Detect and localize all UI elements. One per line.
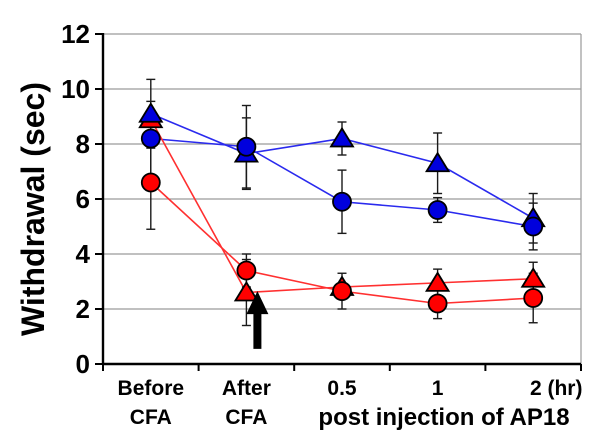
y-tick-label: 8 xyxy=(76,129,90,159)
x-axis-label: CFA xyxy=(130,406,172,429)
y-tick-label: 10 xyxy=(61,74,90,104)
x-axis-label: 2 (hr) xyxy=(530,377,583,400)
x-axis-caption: post injection of AP18 xyxy=(318,404,569,431)
data-point-red-circle xyxy=(140,172,161,193)
y-tick-label: 0 xyxy=(76,349,90,379)
data-point-red-circle xyxy=(236,260,257,281)
data-point-red-circle xyxy=(427,293,448,314)
injection-arrow xyxy=(246,291,269,349)
data-point-blue-circle xyxy=(140,128,161,149)
data-point-red-triangle xyxy=(520,267,546,288)
y-axis-title: Withdrawal (sec) xyxy=(15,82,51,336)
x-axis-label: CFA xyxy=(225,406,267,429)
data-point-blue-circle xyxy=(523,216,544,237)
y-tick-label: 12 xyxy=(61,19,90,49)
y-tick-label: 4 xyxy=(76,239,91,269)
plot-layer: 0 2 4 6 8 10 12 Before After 0.5 1 2 (hr) CFA CFA post… xyxy=(61,19,582,431)
data-point-blue-circle xyxy=(427,200,448,220)
x-axis-label: 1 xyxy=(432,377,444,400)
data-point-red-triangle xyxy=(424,271,451,292)
x-axis-label: Before xyxy=(118,377,185,400)
data-point-red-triangle xyxy=(233,280,260,302)
y-tick-label: 2 xyxy=(76,294,90,324)
data-point-blue-triangle xyxy=(138,102,164,123)
data-point-blue-circle xyxy=(236,136,257,157)
data-point-blue-triangle xyxy=(424,151,451,173)
x-axis-label: 0.5 xyxy=(327,377,357,400)
data-point-red-circle xyxy=(332,281,352,302)
data-point-red-circle xyxy=(523,288,544,308)
x-axis-label: After xyxy=(222,377,271,400)
data-point-blue-triangle xyxy=(329,126,355,148)
y-tick-label: 6 xyxy=(76,184,90,214)
data-point-blue-circle xyxy=(332,191,352,212)
